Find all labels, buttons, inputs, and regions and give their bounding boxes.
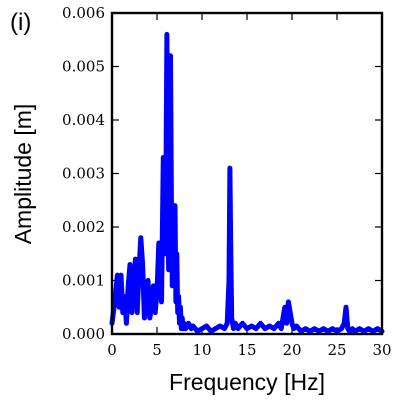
x-axis-label: Frequency [Hz] <box>169 369 325 395</box>
y-tick-label: 0.000 <box>62 325 105 343</box>
panel-label: (i) <box>10 9 31 36</box>
x-tick-label: 25 <box>327 341 346 359</box>
y-tick-label: 0.006 <box>62 4 105 22</box>
y-tick-label: 0.002 <box>62 218 105 236</box>
y-tick-label: 0.003 <box>62 165 105 183</box>
x-tick-label: 30 <box>372 341 391 359</box>
x-tick-label: 15 <box>237 341 256 359</box>
x-tick-label: 10 <box>192 341 211 359</box>
series-line <box>109 31 385 334</box>
x-tick-label: 0 <box>107 341 117 359</box>
axis-ticks: 0 5 10 15 20 25 30 0.000 0.001 0.002 0.003 0.004 0.0… <box>62 4 392 359</box>
y-axis-label: Amplitude [m] <box>10 104 36 245</box>
y-tick-label: 0.005 <box>62 58 105 76</box>
y-tick-label: 0.004 <box>62 111 105 129</box>
plot-frame <box>110 11 384 336</box>
x-tick-label: 20 <box>282 341 301 359</box>
x-tick-label: 5 <box>152 341 162 359</box>
y-tick-label: 0.001 <box>62 272 105 290</box>
